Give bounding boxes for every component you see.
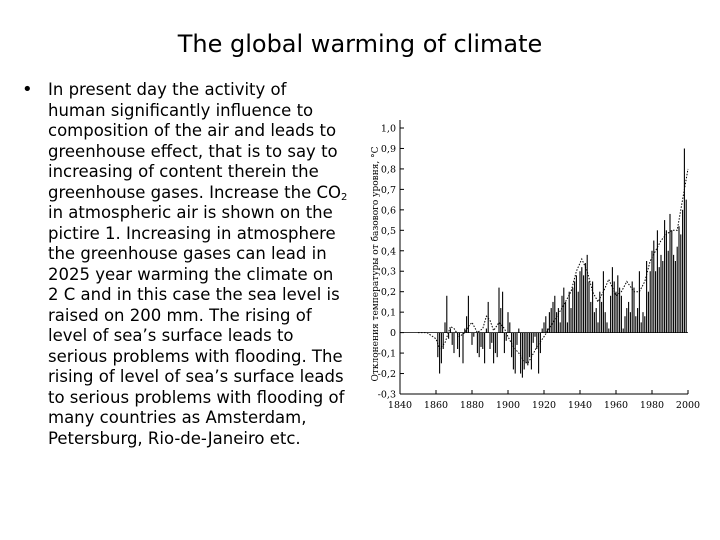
slide-paragraph: • In present day the activity of human s… [22, 79, 348, 449]
y-tick-label: 0,7 [381, 185, 396, 196]
x-tick-label: 1940 [568, 400, 592, 411]
x-tick-label: 1840 [388, 400, 412, 411]
chart-axes: -0,3 -0,2 -0,1 0 0,1 0,2 0,3 0,4 0,5 0,6 0,7 0,8 0,9… [378, 120, 700, 411]
x-tick-label: 1900 [496, 400, 520, 411]
y-tick-label: 0,9 [381, 144, 396, 155]
y-tick-label: -0,1 [378, 349, 396, 360]
y-tick-label: 0,5 [381, 226, 396, 237]
x-tick-label: 1960 [604, 400, 628, 411]
y-tick-label: 1,0 [381, 124, 396, 135]
x-tick-label: 2000 [676, 400, 700, 411]
smoothed-line [418, 168, 689, 364]
co2-subscript: 2 [340, 191, 348, 203]
y-tick-label: 0,6 [381, 205, 396, 216]
y-axis-label: Отклонения температуры от базового уровн… [370, 146, 381, 381]
x-tick-label: 1860 [424, 400, 448, 411]
y-tick-label: -0,2 [378, 369, 396, 380]
y-tick-label: 0,4 [381, 246, 396, 257]
bullet-icon: • [22, 79, 33, 100]
slide-title: The global warming of climate [177, 30, 543, 58]
paragraph-text-part2: in atmospheric air is shown on the picti… [48, 203, 345, 448]
y-tick-label: -0,3 [378, 390, 396, 401]
paragraph-text-part1: In present day the activity of human sig… [48, 80, 341, 202]
y-tick-label: 0,2 [381, 287, 396, 298]
x-tick-label: 1880 [460, 400, 484, 411]
x-tick-label: 1920 [532, 400, 556, 411]
y-tick-label: 0 [390, 328, 396, 339]
y-tick-label: 0,1 [381, 308, 396, 319]
x-tick-label: 1980 [640, 400, 664, 411]
chart-bars [437, 148, 687, 378]
y-tick-label: 0,8 [381, 164, 396, 175]
y-tick-label: 0,3 [381, 267, 396, 278]
chart-smoothed-line [418, 168, 689, 364]
